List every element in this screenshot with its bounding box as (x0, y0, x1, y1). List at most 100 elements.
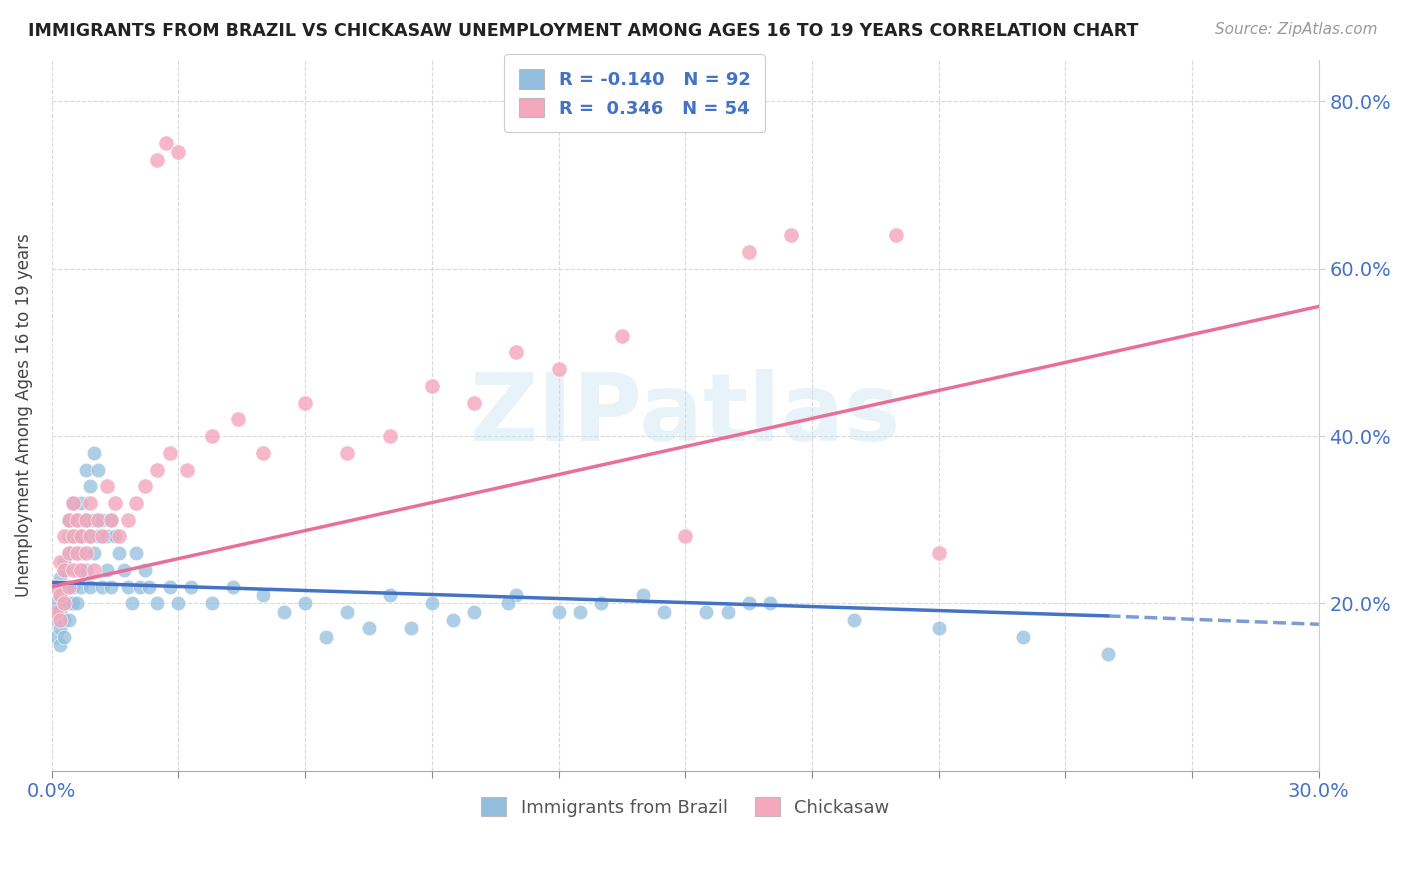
Point (53, 563, 76, 577)
Point (75, 462, 97, 476)
Point (83, 513, 105, 527)
Point (75, 513, 97, 527)
Point (294, 596, 316, 610)
Point (121, 596, 143, 610)
Point (928, 622, 950, 636)
Point (58, 596, 80, 610)
Point (441, 613, 464, 627)
Point (53, 596, 76, 610)
Point (180, 580, 202, 594)
Point (66, 513, 89, 527)
Point (378, 429, 401, 443)
Point (45, 605, 67, 619)
Point (547, 605, 569, 619)
Point (49, 588, 72, 602)
Point (780, 228, 803, 243)
Point (201, 429, 224, 443)
Point (53, 596, 76, 610)
Point (201, 596, 224, 610)
Point (62, 529, 84, 543)
Legend: Immigrants from Brazil, Chickasaw: Immigrants from Brazil, Chickasaw (472, 788, 898, 826)
Point (53, 555, 76, 569)
Point (226, 412, 249, 426)
Point (673, 529, 696, 543)
Point (58, 613, 80, 627)
Point (53, 613, 76, 627)
Point (62, 563, 84, 577)
Point (104, 496, 127, 510)
Point (70, 529, 93, 543)
Point (652, 605, 675, 619)
Point (547, 362, 569, 376)
Point (273, 605, 295, 619)
Point (53, 529, 76, 543)
Point (91, 529, 114, 543)
Point (589, 596, 612, 610)
Point (58, 580, 80, 594)
Point (49, 638, 72, 652)
Point (125, 496, 148, 510)
Point (66, 513, 89, 527)
Text: Source: ZipAtlas.com: Source: ZipAtlas.com (1215, 22, 1378, 37)
Point (83, 446, 105, 460)
Point (336, 605, 359, 619)
Point (49, 555, 72, 569)
Point (695, 605, 717, 619)
Point (167, 596, 190, 610)
Point (58, 513, 80, 527)
Point (96, 479, 118, 493)
Point (58, 546, 80, 560)
Point (631, 588, 654, 602)
Point (91, 580, 114, 594)
Point (420, 379, 443, 393)
Point (108, 529, 131, 543)
Point (75, 546, 97, 560)
Point (928, 546, 950, 560)
Point (159, 580, 181, 594)
Point (758, 596, 780, 610)
Point (87, 529, 110, 543)
Point (125, 546, 148, 560)
Point (49, 605, 72, 619)
Point (155, 136, 177, 151)
Text: IMMIGRANTS FROM BRAZIL VS CHICKASAW UNEMPLOYMENT AMONG AGES 16 TO 19 YEARS CORRE: IMMIGRANTS FROM BRAZIL VS CHICKASAW UNEM… (28, 22, 1139, 40)
Point (505, 345, 527, 359)
Point (66, 563, 89, 577)
Point (1012, 630, 1035, 644)
Point (70, 496, 93, 510)
Point (610, 328, 633, 343)
Point (294, 395, 316, 409)
Point (83, 563, 105, 577)
Point (53, 630, 76, 644)
Point (49, 622, 72, 636)
Point (91, 513, 114, 527)
Point (463, 395, 485, 409)
Point (62, 596, 84, 610)
Point (62, 496, 84, 510)
Point (79, 496, 101, 510)
Point (96, 529, 118, 543)
Text: ZIPatlas: ZIPatlas (470, 369, 901, 461)
Point (399, 622, 422, 636)
Point (53, 580, 76, 594)
Point (53, 563, 76, 577)
Point (568, 605, 591, 619)
Point (87, 513, 110, 527)
Point (844, 613, 866, 627)
Point (117, 580, 139, 594)
Point (79, 529, 101, 543)
Point (62, 580, 84, 594)
Point (58, 546, 80, 560)
Point (45, 580, 67, 594)
Point (45, 630, 67, 644)
Point (58, 529, 80, 543)
Point (378, 588, 401, 602)
Point (505, 588, 527, 602)
Point (96, 563, 118, 577)
Point (496, 596, 519, 610)
Point (49, 571, 72, 585)
Point (75, 563, 97, 577)
Point (70, 563, 93, 577)
Point (100, 513, 122, 527)
Point (104, 529, 127, 543)
